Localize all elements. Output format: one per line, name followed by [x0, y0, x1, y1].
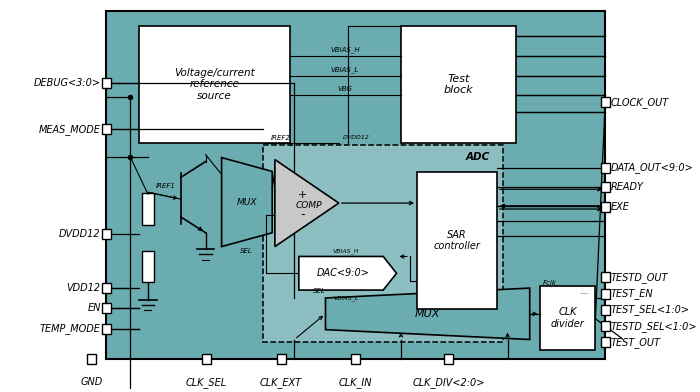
Text: VBIAS_H: VBIAS_H: [332, 249, 359, 254]
Text: DATA_OUT<9:0>: DATA_OUT<9:0>: [610, 163, 693, 174]
Text: MUX: MUX: [415, 309, 440, 319]
Text: VBIAS_L: VBIAS_L: [331, 66, 359, 73]
Text: TEMP_MODE: TEMP_MODE: [40, 323, 101, 334]
Text: VBIAS_L: VBIAS_L: [333, 295, 358, 301]
Text: SAR
controller: SAR controller: [433, 230, 480, 251]
Text: VBIAS_H: VBIAS_H: [330, 47, 360, 53]
Text: DVDD12: DVDD12: [60, 229, 101, 239]
Bar: [351, 354, 360, 364]
Text: Voltage/current
reference
source: Voltage/current reference source: [174, 68, 255, 101]
Bar: [601, 289, 610, 299]
Text: ADC: ADC: [466, 152, 490, 162]
Text: CLK_SEL: CLK_SEL: [186, 377, 227, 388]
Text: VBG: VBG: [337, 86, 353, 93]
Text: MEAS_MODE: MEAS_MODE: [39, 124, 101, 135]
Text: DEBUG<3:0>: DEBUG<3:0>: [34, 78, 101, 88]
Text: DVDD12: DVDD12: [343, 135, 370, 140]
Text: SEL: SEL: [313, 288, 326, 294]
Text: VDD12: VDD12: [66, 283, 101, 293]
Bar: [202, 354, 211, 364]
Bar: [417, 172, 497, 309]
Text: CLOCK_OUT: CLOCK_OUT: [582, 292, 590, 294]
Bar: [102, 78, 111, 88]
Bar: [601, 321, 610, 331]
Text: CLK_EXT: CLK_EXT: [260, 377, 302, 388]
Bar: [102, 303, 111, 312]
Bar: [263, 145, 503, 343]
Polygon shape: [326, 288, 530, 339]
Bar: [87, 354, 96, 364]
Bar: [601, 163, 610, 173]
Text: COMP: COMP: [295, 201, 322, 210]
Bar: [601, 202, 610, 212]
Text: SEL: SEL: [240, 247, 253, 254]
Polygon shape: [222, 158, 272, 247]
Bar: [102, 324, 111, 334]
Bar: [601, 97, 610, 107]
Text: CLOCK_OUT: CLOCK_OUT: [610, 97, 668, 108]
Bar: [102, 229, 111, 239]
Bar: [141, 250, 154, 282]
Text: EXE: EXE: [610, 202, 629, 212]
Text: TEST_OUT: TEST_OUT: [610, 337, 661, 348]
Bar: [106, 11, 606, 359]
Bar: [401, 26, 517, 143]
Text: TESTD_OUT: TESTD_OUT: [610, 272, 668, 283]
Text: +: +: [298, 190, 307, 200]
Text: Test
block: Test block: [444, 74, 473, 95]
Bar: [102, 283, 111, 293]
Text: -: -: [300, 209, 304, 221]
Polygon shape: [299, 256, 396, 290]
Bar: [276, 354, 286, 364]
Text: CLK_IN: CLK_IN: [339, 377, 372, 388]
Bar: [540, 286, 596, 350]
Bar: [102, 124, 111, 134]
Bar: [601, 272, 610, 282]
Polygon shape: [275, 160, 339, 247]
Bar: [444, 354, 454, 364]
Text: TEST_SEL<1:0>: TEST_SEL<1:0>: [610, 305, 690, 315]
Text: TESTD_SEL<1:0>: TESTD_SEL<1:0>: [610, 321, 697, 332]
Text: Fclk: Fclk: [542, 280, 556, 286]
Text: GND: GND: [80, 377, 103, 387]
Text: TEST_EN: TEST_EN: [610, 288, 653, 299]
Bar: [601, 182, 610, 192]
Text: READY: READY: [610, 182, 643, 192]
Bar: [601, 305, 610, 315]
Bar: [139, 26, 290, 143]
Bar: [141, 193, 154, 225]
Text: EN: EN: [88, 303, 101, 312]
Bar: [601, 338, 610, 347]
Text: MUX: MUX: [237, 198, 257, 207]
Text: CLK_DIV<2:0>: CLK_DIV<2:0>: [413, 377, 485, 388]
Text: CLK
divider: CLK divider: [551, 307, 584, 329]
Text: IREF2: IREF2: [271, 135, 291, 141]
Text: IREF1: IREF1: [155, 183, 176, 189]
Text: DAC<9:0>: DAC<9:0>: [317, 268, 370, 278]
